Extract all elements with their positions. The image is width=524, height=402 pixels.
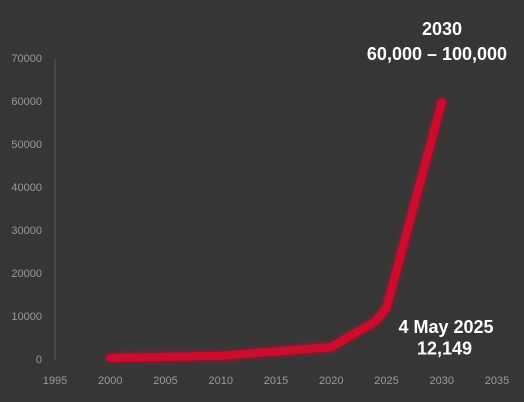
y-tick-label: 10000	[11, 311, 42, 323]
x-tick-label: 2010	[209, 375, 233, 387]
x-tick-label: 2005	[153, 375, 177, 387]
x-tick-label: 2035	[485, 375, 509, 387]
x-tick-label: 2015	[264, 375, 288, 387]
annotation: 4 May 2025	[398, 317, 493, 337]
annotation: 2030	[422, 19, 462, 39]
x-tick-label: 2030	[430, 375, 454, 387]
annotation: 60,000 – 100,000	[367, 44, 507, 64]
x-tick-label: 1995	[43, 375, 67, 387]
y-tick-label: 70000	[11, 53, 42, 65]
y-tick-label: 40000	[11, 182, 42, 194]
y-tick-label: 60000	[11, 96, 42, 108]
y-tick-label: 0	[36, 354, 42, 366]
value-label: 12,149	[417, 339, 472, 359]
series-line	[106, 98, 446, 362]
x-tick-label: 2000	[98, 375, 122, 387]
x-tick-label: 2025	[374, 375, 398, 387]
x-tick-label: 2020	[319, 375, 343, 387]
y-tick-label: 50000	[11, 139, 42, 151]
y-tick-label: 30000	[11, 225, 42, 237]
y-tick-label: 20000	[11, 268, 42, 280]
